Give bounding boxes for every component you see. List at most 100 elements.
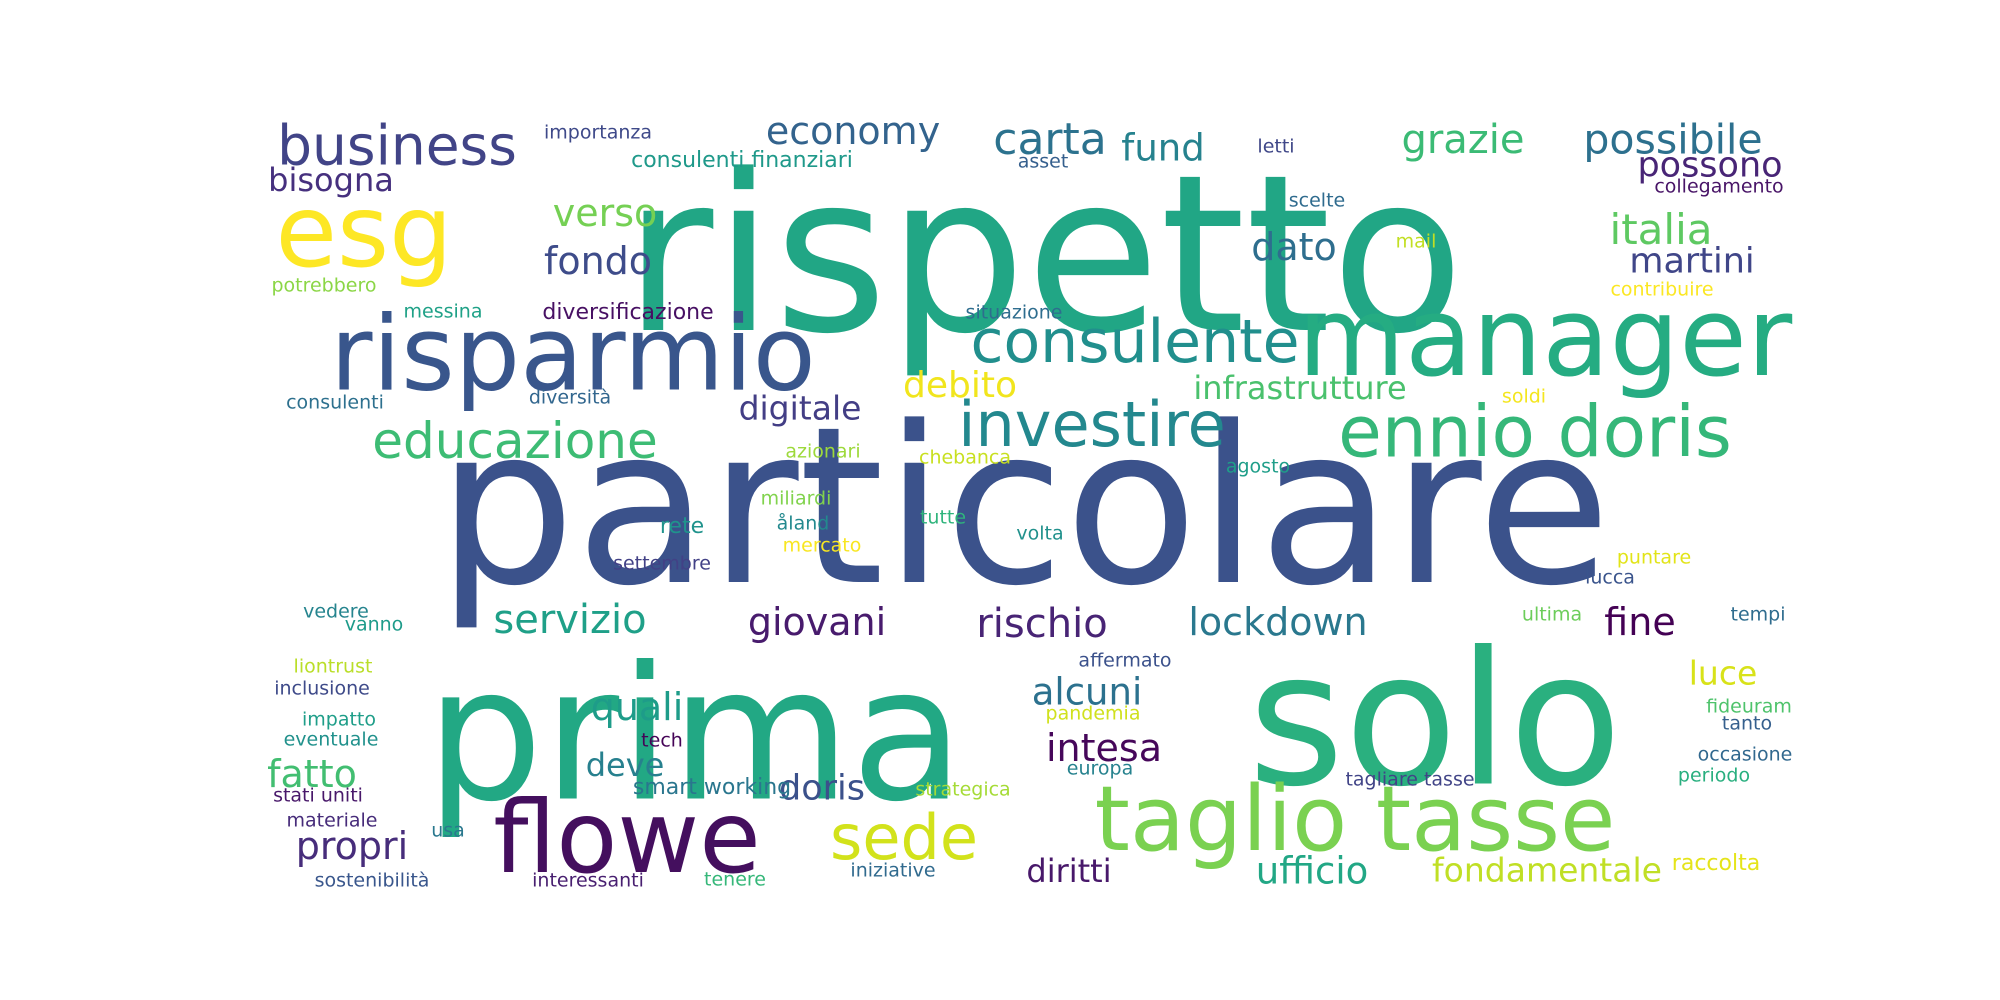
- word-giovani: giovani: [747, 600, 887, 644]
- word-asset: asset: [1017, 150, 1069, 173]
- word-situazione: situazione: [965, 301, 1063, 324]
- word-chebanca: chebanca: [918, 446, 1012, 469]
- word-carta: carta: [993, 114, 1107, 165]
- word-materiale: materiale: [286, 809, 378, 832]
- word-smart-working: smart working: [632, 775, 792, 800]
- word-pandemia: pandemia: [1045, 702, 1141, 725]
- word-impatto: impatto: [301, 708, 377, 731]
- word-scelte: scelte: [1288, 189, 1346, 212]
- word-contribuire: contribuire: [1610, 278, 1714, 301]
- word-puntare: puntare: [1616, 546, 1692, 569]
- word-digitale: digitale: [738, 388, 862, 428]
- word-infrastrutture: infrastrutture: [1193, 369, 1407, 407]
- word-raccolta: raccolta: [1671, 851, 1761, 876]
- word-tempi: tempi: [1730, 603, 1786, 626]
- word-settembre: settembre: [613, 552, 711, 575]
- word-diversità: diversità: [528, 386, 612, 409]
- word-dato: dato: [1251, 225, 1337, 269]
- word-fondamentale: fondamentale: [1432, 850, 1662, 890]
- word-volta: volta: [1016, 522, 1064, 545]
- word-rete: rete: [659, 514, 705, 539]
- word-stati-uniti: stati uniti: [273, 784, 363, 807]
- word-lucca: lucca: [1585, 566, 1635, 589]
- word-interessanti: interessanti: [532, 869, 644, 892]
- word-possono: possono: [1637, 145, 1783, 186]
- word-vedere: vedere: [303, 600, 369, 623]
- word-miliardi: miliardi: [760, 487, 832, 510]
- word-liontrust: liontrust: [293, 655, 373, 678]
- word-åland: åland: [776, 512, 830, 535]
- word-servizio: servizio: [493, 597, 647, 643]
- word-fine: fine: [1604, 600, 1676, 644]
- word-risparmio: risparmio: [330, 294, 816, 415]
- word-grazie: grazie: [1401, 117, 1525, 163]
- word-usa: usa: [431, 819, 465, 842]
- word-mercato: mercato: [782, 534, 862, 557]
- word-iniziative: iniziative: [850, 859, 936, 882]
- word-fund: fund: [1121, 126, 1205, 170]
- word-debito: debito: [903, 365, 1017, 406]
- word-potrebbero: potrebbero: [271, 274, 377, 297]
- word-ultima: ultima: [1521, 603, 1583, 626]
- word-consulenti-finanziari: consulenti finanziari: [631, 148, 853, 173]
- word-periodo: periodo: [1677, 764, 1751, 787]
- word-manager: manager: [1297, 273, 1793, 401]
- word-letti: letti: [1257, 135, 1295, 158]
- word-luce: luce: [1688, 653, 1758, 693]
- word-importanza: importanza: [543, 121, 653, 144]
- word-inclusione: inclusione: [274, 677, 370, 700]
- word-sostenibilità: sostenibilità: [314, 869, 430, 892]
- word-mail: mail: [1395, 230, 1437, 253]
- word-taglio-tasse: taglio tasse: [1094, 767, 1616, 872]
- word-martini: martini: [1629, 241, 1755, 282]
- word-intesa: intesa: [1045, 726, 1163, 770]
- word-sede: sede: [830, 801, 978, 874]
- word-esg: esg: [275, 173, 453, 290]
- word-italia: italia: [1609, 205, 1713, 254]
- word-prima: prima: [425, 626, 965, 843]
- word-soldi: soldi: [1501, 385, 1547, 408]
- word-tagliare-tasse: tagliare tasse: [1345, 768, 1475, 791]
- word-vanno: vanno: [344, 613, 404, 636]
- word-affermato: affermato: [1078, 649, 1172, 672]
- word-possibile: possibile: [1583, 115, 1763, 164]
- word-rischio: rischio: [976, 601, 1108, 647]
- word-deve: deve: [585, 746, 665, 784]
- word-ufficio: ufficio: [1255, 849, 1369, 893]
- word-tech: tech: [641, 729, 683, 752]
- word-business: business: [277, 113, 517, 178]
- word-eventuale: eventuale: [283, 728, 379, 751]
- word-ennio-doris: ennio doris: [1338, 390, 1732, 474]
- word-lockdown: lockdown: [1188, 600, 1368, 644]
- word-diversificazione: diversificazione: [542, 300, 714, 325]
- word-economy: economy: [765, 109, 941, 153]
- word-fideuram: fideuram: [1706, 695, 1792, 718]
- word-tutte: tutte: [919, 506, 967, 529]
- word-occasione: occasione: [1697, 743, 1793, 766]
- word-particolare: particolare: [437, 381, 1611, 634]
- word-quali: quali: [590, 685, 684, 729]
- word-strategica: strategica: [915, 778, 1011, 801]
- word-fatto: fatto: [267, 752, 357, 796]
- word-europa: europa: [1066, 757, 1134, 780]
- word-investire: investire: [958, 388, 1226, 461]
- word-flowe: flowe: [493, 779, 761, 896]
- word-verso: verso: [552, 191, 658, 235]
- word-solo: solo: [1247, 611, 1623, 828]
- word-propri: propri: [295, 824, 409, 868]
- word-diritti: diritti: [1026, 852, 1112, 890]
- word-messina: messina: [403, 300, 483, 323]
- word-bisogna: bisogna: [268, 161, 394, 199]
- word-educazione: educazione: [372, 412, 658, 470]
- word-alcuni: alcuni: [1031, 670, 1143, 714]
- word-tanto: tanto: [1721, 712, 1773, 735]
- word-azionari: azionari: [785, 440, 861, 463]
- word-tenere: tenere: [704, 868, 766, 891]
- word-collegamento: collegamento: [1654, 175, 1784, 198]
- word-doris: doris: [779, 768, 865, 809]
- word-consulenti: consulenti: [286, 391, 384, 414]
- word-consulente: consulente: [970, 307, 1300, 377]
- word-agosto: agosto: [1225, 455, 1291, 478]
- word-rispetto: rispetto: [623, 129, 1465, 382]
